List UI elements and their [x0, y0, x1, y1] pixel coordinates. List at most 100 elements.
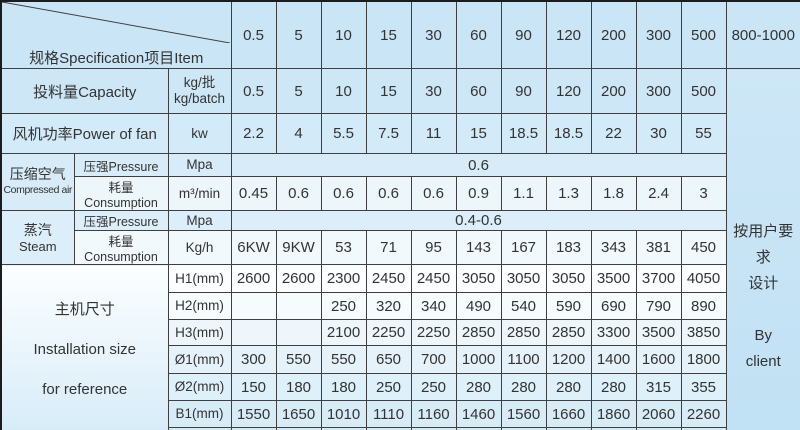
cell-text: 1.8: [603, 185, 624, 203]
row-label-installation-size: 主机尺寸 Installation size for reference: [0, 264, 169, 430]
table-cell: 183: [545, 230, 592, 266]
table-cell: 143: [455, 230, 502, 266]
table-cell: 300: [635, 68, 682, 115]
row-label-compressed-air: 压缩空气 Compressed air: [0, 153, 75, 212]
table-cell: 3500: [635, 319, 682, 347]
table-cell: 150: [230, 373, 277, 402]
table-row: B1(mm) 1550 1650 1010 1110 1160 1460 1560 1660 18…: [1, 400, 800, 429]
col-header: 10: [320, 0, 367, 70]
cell-text: 143: [466, 239, 492, 257]
dim-label-b1: B1(mm): [167, 400, 232, 429]
table-cell: [275, 292, 322, 321]
table-cell: 540: [500, 292, 547, 321]
table-cell: 18.5: [545, 113, 592, 155]
table-cell: 381: [635, 230, 682, 266]
table-row: 压缩空气 Compressed air 压强Pressure Mpa 0.6: [0, 153, 800, 212]
table-cell: 1.1: [500, 176, 547, 212]
table-cell: 120: [545, 68, 592, 115]
table-cell: 15: [365, 68, 412, 115]
col-header-text: 200: [601, 26, 627, 44]
table-cell: 250: [365, 373, 412, 402]
cell-text: 2260: [686, 405, 721, 423]
table-cell: 450: [680, 230, 727, 266]
unit-air-consumption: m³/min: [167, 176, 232, 212]
col-header: 30: [410, 0, 457, 70]
table-row: 投料量Capacity kg/批 kg/batch 0.5 5 10 15 30 60 90 12…: [0, 68, 800, 430]
cell-text: 7.5: [378, 125, 399, 143]
table-row: 耗量Consumption Kg/h 6KW 9KW 53 71 95 143 167 183 34…: [1, 230, 800, 266]
table-cell: [230, 292, 277, 321]
cell-text: 1100: [507, 351, 540, 369]
cell-text: 890: [691, 297, 717, 315]
table-cell: 5.5: [320, 113, 367, 155]
cell-text: 1.1: [513, 185, 534, 203]
cell-text: 11: [425, 125, 442, 143]
row-label-compressed-air-text: 压缩空气: [9, 166, 66, 183]
table-row: Ø2(mm) 150 180 180 250 250 280 280 280 280 315 355: [1, 373, 800, 402]
cell-text: 540: [511, 297, 537, 315]
table-cell: 2.4: [635, 176, 682, 212]
cell-text: 1650: [281, 405, 316, 423]
cell-text: 18.5: [508, 125, 539, 143]
table-cell: 550: [275, 345, 322, 375]
cell-text: 1800: [686, 351, 721, 369]
cell-text: 71: [380, 239, 397, 257]
cell-text: 550: [331, 351, 357, 369]
dim-label-h2: H2(mm): [167, 292, 232, 321]
cell-text: 22: [605, 125, 622, 143]
table-cell: 71: [365, 230, 412, 266]
col-header: 300: [635, 0, 682, 70]
table-cell: 0.6: [275, 176, 322, 212]
cell-text: 183: [556, 239, 582, 257]
col-header: 15: [365, 0, 412, 70]
table-cell: 2850: [545, 319, 592, 347]
cell-text: 2100: [326, 324, 361, 342]
table-cell: 1.3: [545, 176, 592, 212]
cell-text: 381: [646, 239, 672, 257]
table-row: 风机功率Power of fan kw 2.2 4 5.5 7.5 11 15 18.5 18.5…: [0, 113, 800, 155]
unit-pressure-text: Mpa: [186, 212, 213, 228]
row-label-capacity: 投料量Capacity: [0, 68, 169, 115]
cell-text: 490: [466, 297, 492, 315]
table-cell: 90: [500, 68, 547, 115]
row-label-fan-power-text: 风机功率Power of fan: [12, 126, 157, 144]
dim-label-b2: B2(mm): [167, 427, 232, 430]
row-label-consumption: 耗量Consumption: [73, 176, 169, 212]
col-header-text: 60: [470, 26, 487, 44]
table-cell: 3050: [455, 264, 502, 294]
table-row: B2(mm)1460176018602460266028603260366040…: [1, 427, 800, 430]
dim-label-h2-text: H2(mm): [175, 298, 224, 314]
dim-label-h3: H3(mm): [167, 319, 232, 347]
table-row: Ø1(mm) 300 550 550 650 700 1000 1100 1200 1400 160…: [1, 345, 800, 375]
cell-text: 1110: [372, 405, 405, 423]
cell-text: 1.3: [558, 185, 579, 203]
cell-text: 4050: [686, 270, 721, 288]
table-cell: 2600: [230, 264, 277, 294]
cell-text: 0.6: [288, 185, 309, 203]
table-cell: 2260: [680, 400, 727, 429]
table-cell: 1860: [590, 400, 637, 429]
table-cell: 2250: [365, 319, 412, 347]
cell-text: 5: [294, 82, 303, 100]
table-cell: 95: [410, 230, 457, 266]
table-cell: 0.6: [365, 176, 412, 212]
cell-text: 2.2: [243, 125, 264, 143]
cell-text: 0.6: [423, 185, 444, 203]
unit-air-consumption-text: m³/min: [178, 185, 221, 201]
cell-text: 0.6: [333, 185, 354, 203]
unit-fan-power-text: kw: [191, 125, 208, 141]
table-cell: 22: [590, 113, 637, 155]
cell-text: 6KW: [237, 239, 270, 257]
cell-text: 650: [376, 351, 402, 369]
table-cell: 7.5: [365, 113, 412, 155]
cell-text: 3500: [596, 270, 631, 288]
table-cell: 1110: [365, 400, 412, 429]
dim-label-d1-text: Ø1(mm): [174, 351, 225, 367]
col-header-text: 500: [691, 26, 717, 44]
merged-value-air-pressure-text: 0.6: [468, 156, 489, 174]
cell-text: 55: [695, 125, 712, 143]
table-cell: 30: [635, 113, 682, 155]
table-cell: 0.6: [320, 176, 367, 212]
